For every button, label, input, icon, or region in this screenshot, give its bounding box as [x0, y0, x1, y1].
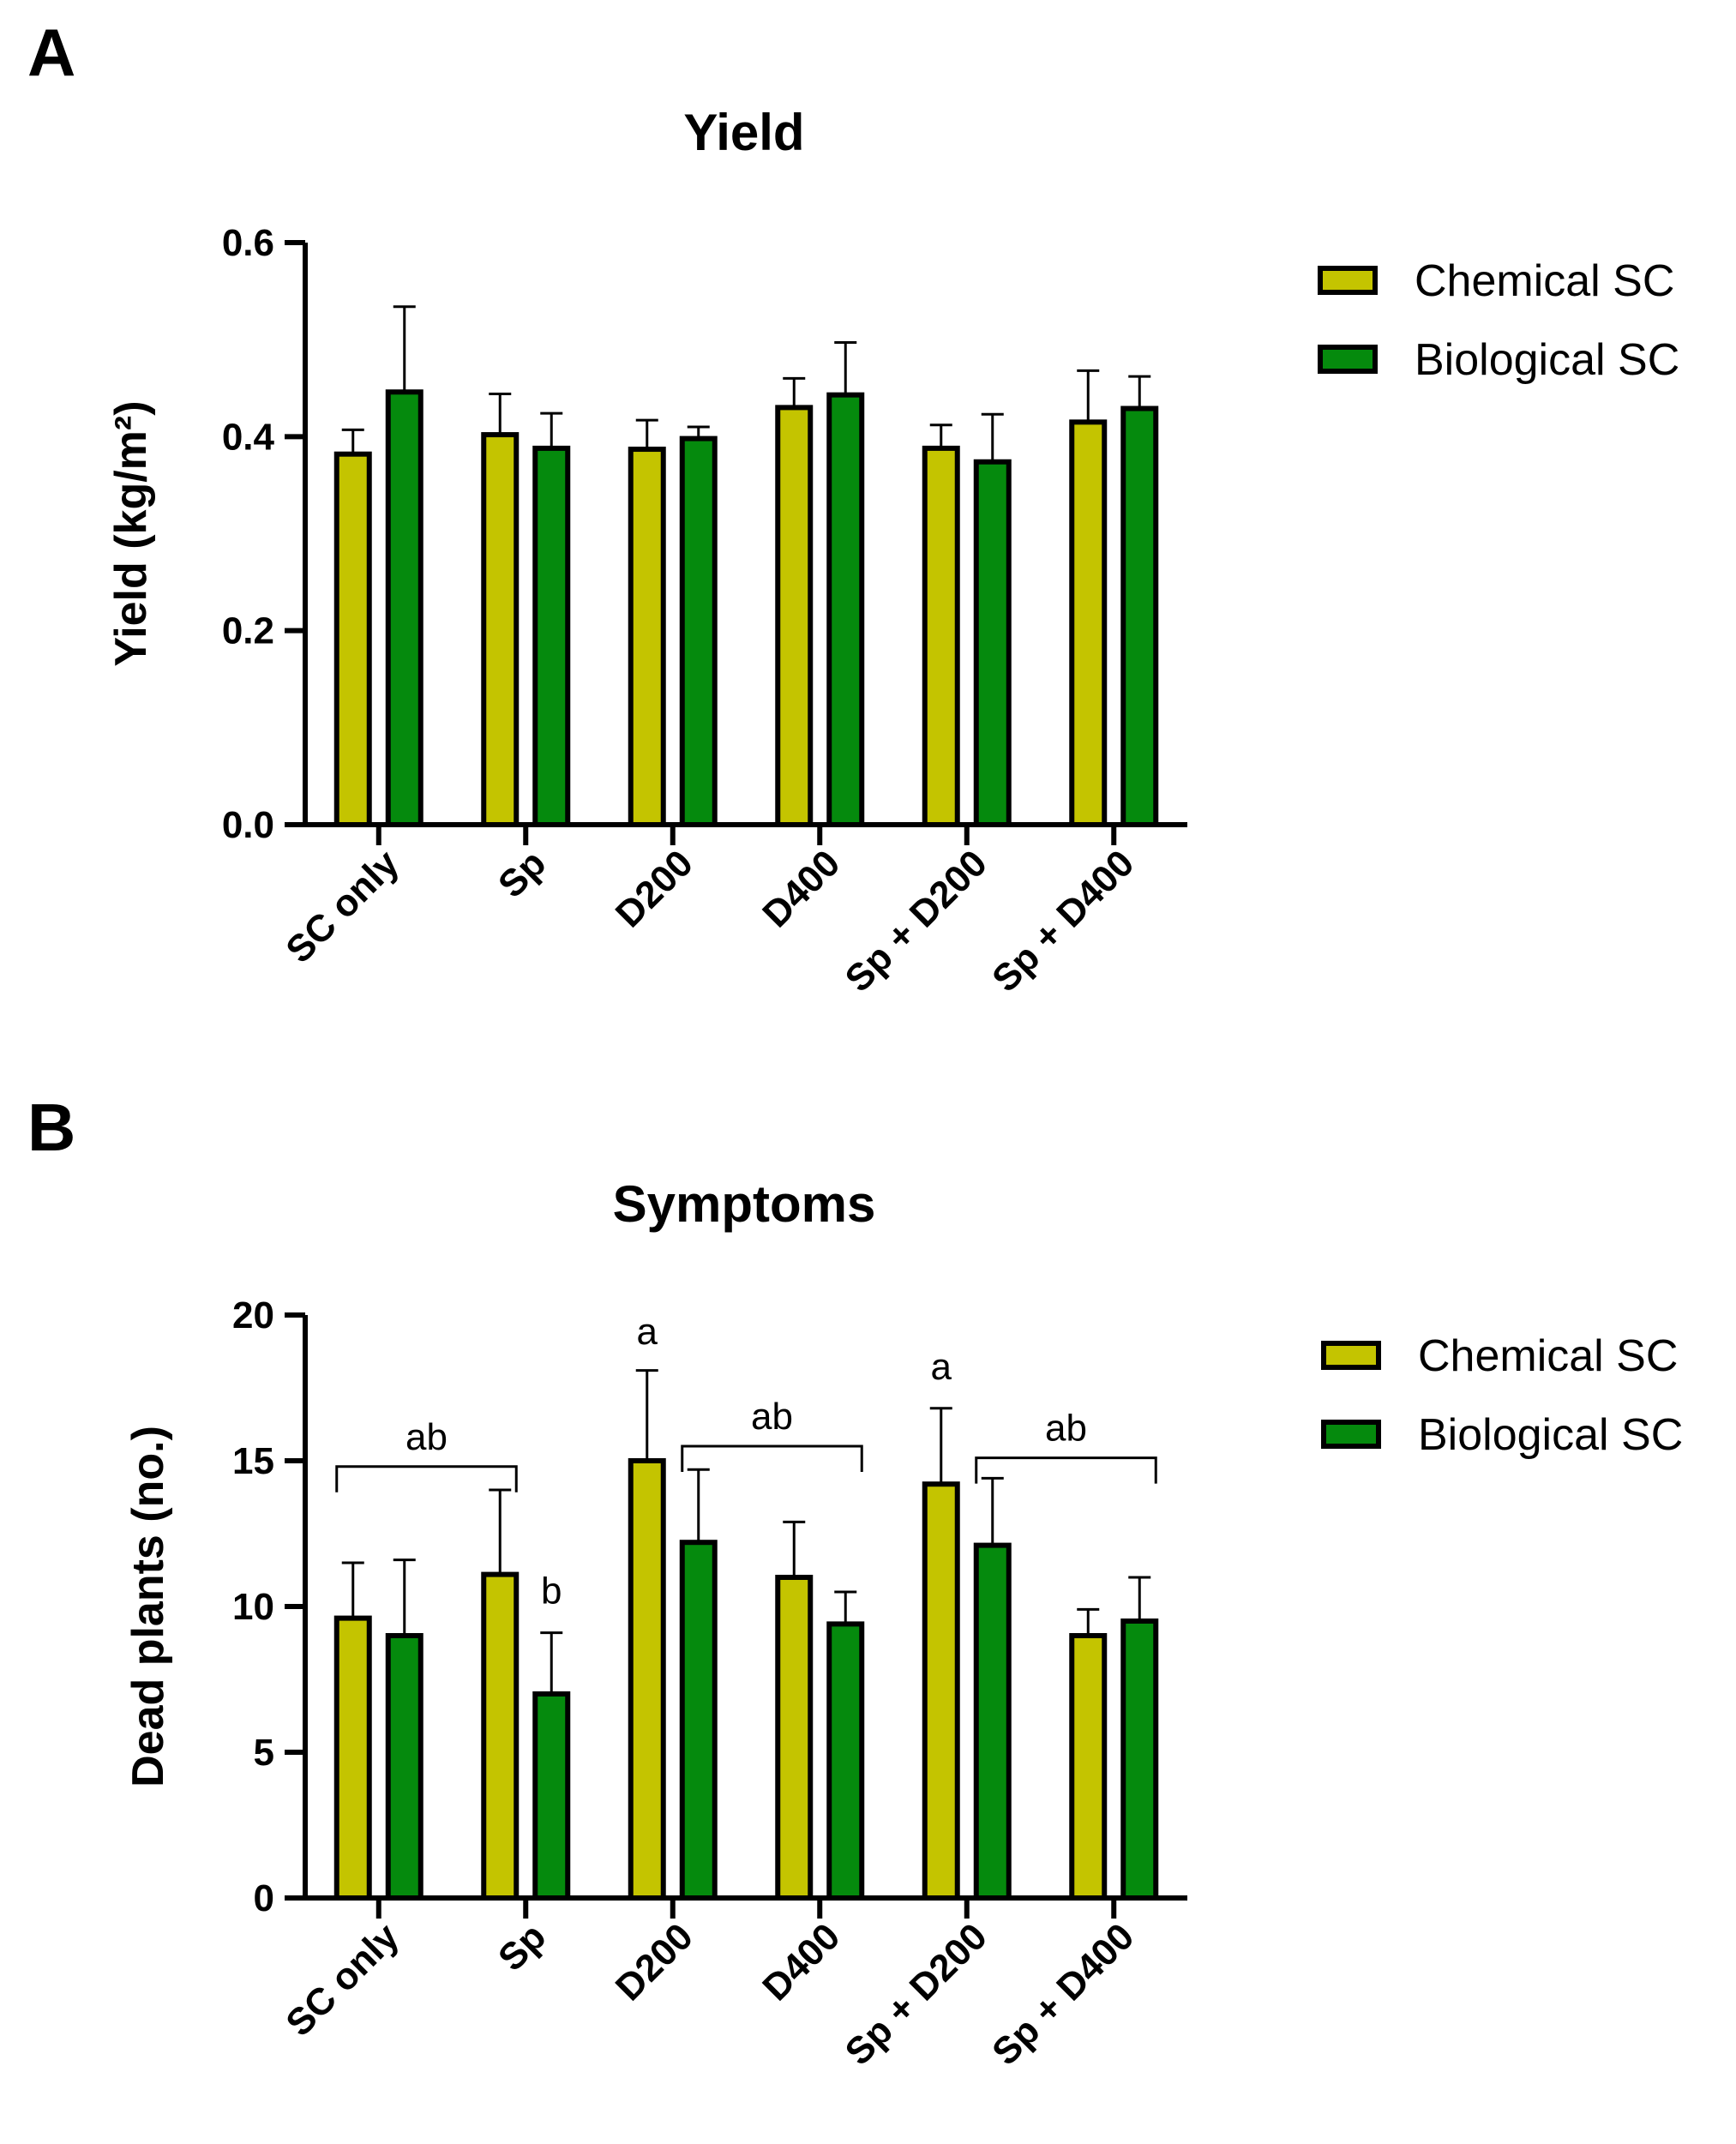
legend-swatch	[1318, 345, 1378, 374]
bar	[628, 1458, 666, 1901]
panel-a: A Yield Yield (kg/m²) 0.0 0.2 0.4 0.6 SC only S…	[27, 15, 1679, 1000]
significance-label: b	[541, 1570, 562, 1613]
panel-letter-a: A	[27, 15, 75, 90]
bar	[481, 1571, 520, 1901]
category-label: Sp	[490, 1915, 554, 1979]
bar	[973, 1542, 1012, 1901]
y-tick-label: 0.0	[222, 804, 274, 846]
category-label: Sp	[490, 842, 554, 905]
category-label: SC only	[278, 1915, 407, 2045]
category-label: Sp + D200	[838, 1915, 995, 2073]
panel-b: B Symptoms Dead plants (no.) 0 5 10 15 20 SC on…	[27, 1090, 1683, 2074]
bar	[775, 1575, 814, 1901]
significance-label: ab	[405, 1416, 448, 1458]
significance-bracket	[335, 1465, 518, 1492]
legend-label: Chemical SC	[1415, 256, 1674, 306]
chart-title: Yield	[683, 104, 804, 161]
bar	[532, 445, 571, 827]
legend-swatch	[1321, 1420, 1381, 1449]
significance-label: ab	[1045, 1408, 1087, 1450]
y-axis-label: Yield (kg/m²)	[106, 400, 156, 666]
legend-swatch	[1318, 266, 1378, 295]
panel-letter-b: B	[27, 1090, 75, 1165]
bar	[1069, 1633, 1108, 1901]
y-axis-label: Dead plants (no.)	[123, 1426, 173, 1787]
significance-label: a	[931, 1346, 952, 1388]
category-label: D400	[754, 842, 848, 935]
category-label: D200	[608, 1915, 701, 2009]
category-label: D200	[608, 842, 701, 935]
legend-label: Biological SC	[1415, 335, 1679, 385]
y-tick-label: 0.2	[222, 610, 274, 652]
legend-label: Chemical SC	[1418, 1331, 1678, 1381]
category-label: D400	[754, 1915, 848, 2009]
significance-label: ab	[751, 1396, 793, 1438]
bar	[1069, 419, 1108, 827]
bar	[481, 432, 520, 827]
bar	[385, 1633, 423, 1901]
significance-bracket	[681, 1444, 863, 1472]
bar	[532, 1691, 571, 1901]
y-tick-label: 20	[232, 1294, 274, 1336]
y-tick-label: 5	[254, 1732, 274, 1774]
bar	[679, 435, 718, 827]
bar	[679, 1540, 718, 1901]
bar	[775, 405, 814, 827]
bar	[826, 392, 865, 827]
bar	[1120, 405, 1159, 827]
y-tick-label: 0.4	[222, 416, 275, 458]
significance-bracket	[975, 1456, 1157, 1484]
bar	[333, 1615, 372, 1901]
chart-title: Symptoms	[613, 1175, 876, 1233]
y-tick-label: 0	[254, 1877, 274, 1919]
category-label: Sp + D400	[984, 842, 1142, 1000]
bar	[628, 447, 666, 827]
category-label: SC only	[278, 842, 407, 971]
category-label: Sp + D400	[984, 1915, 1142, 2073]
y-tick-label: 0.6	[222, 222, 274, 264]
legend-swatch	[1321, 1341, 1381, 1370]
y-tick-label: 15	[232, 1440, 274, 1482]
bar	[1120, 1619, 1159, 1901]
bar	[922, 445, 960, 827]
category-label: Sp + D200	[838, 842, 995, 1000]
y-tick-label: 10	[232, 1586, 274, 1628]
bar	[826, 1621, 865, 1901]
legend-label: Biological SC	[1418, 1410, 1683, 1460]
significance-label: a	[637, 1311, 658, 1353]
bar	[385, 389, 423, 827]
bar	[333, 451, 372, 827]
bar	[922, 1481, 960, 1901]
bar	[973, 459, 1012, 827]
